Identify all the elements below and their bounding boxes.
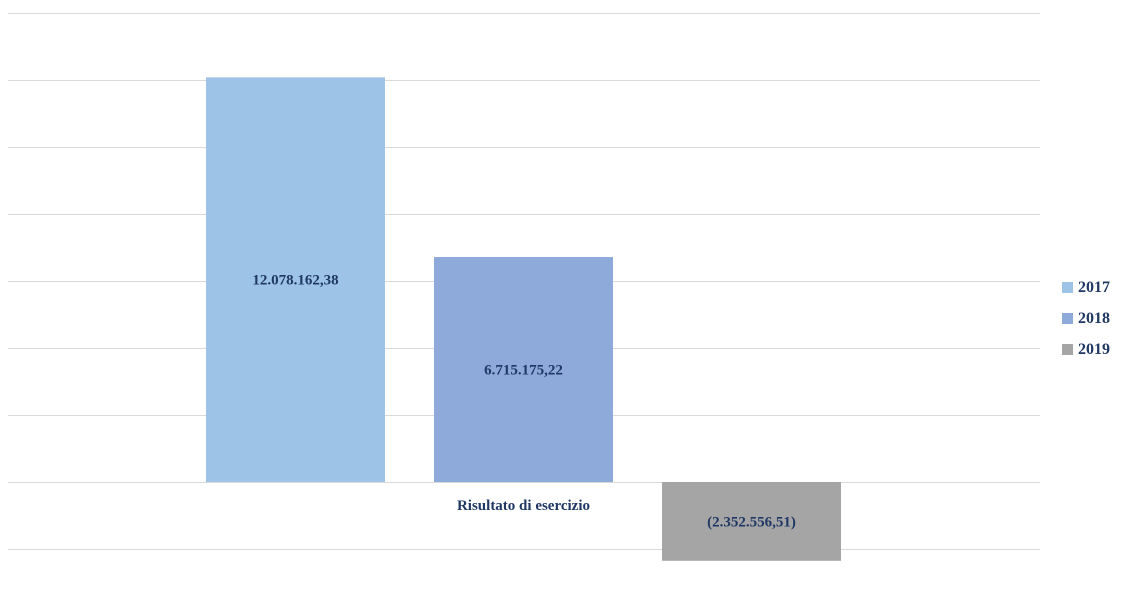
bars <box>206 77 841 561</box>
legend: 2017 2018 2019 <box>1062 272 1110 365</box>
data-labels: 12.078.162,38 6.715.175,22 (2.352.556,51) <box>252 273 796 531</box>
bar-2017 <box>206 77 385 482</box>
legend-label-2018: 2018 <box>1078 309 1110 327</box>
data-label-2018: 6.715.175,22 <box>484 363 563 379</box>
legend-swatch-2019 <box>1062 344 1073 355</box>
data-label-2019: (2.352.556,51) <box>707 514 796 530</box>
legend-swatch-2017 <box>1062 282 1073 293</box>
bar-2019 <box>662 482 841 561</box>
legend-item-2017: 2017 <box>1062 272 1110 303</box>
legend-label-2019: 2019 <box>1078 340 1110 358</box>
data-label-2017: 12.078.162,38 <box>252 273 338 289</box>
legend-item-2019: 2019 <box>1062 334 1110 365</box>
legend-label-2017: 2017 <box>1078 278 1110 296</box>
legend-item-2018: 2018 <box>1062 303 1110 334</box>
category-label: Risultato di esercizio <box>457 498 590 514</box>
legend-swatch-2018 <box>1062 313 1073 324</box>
bar-2018 <box>434 257 613 482</box>
